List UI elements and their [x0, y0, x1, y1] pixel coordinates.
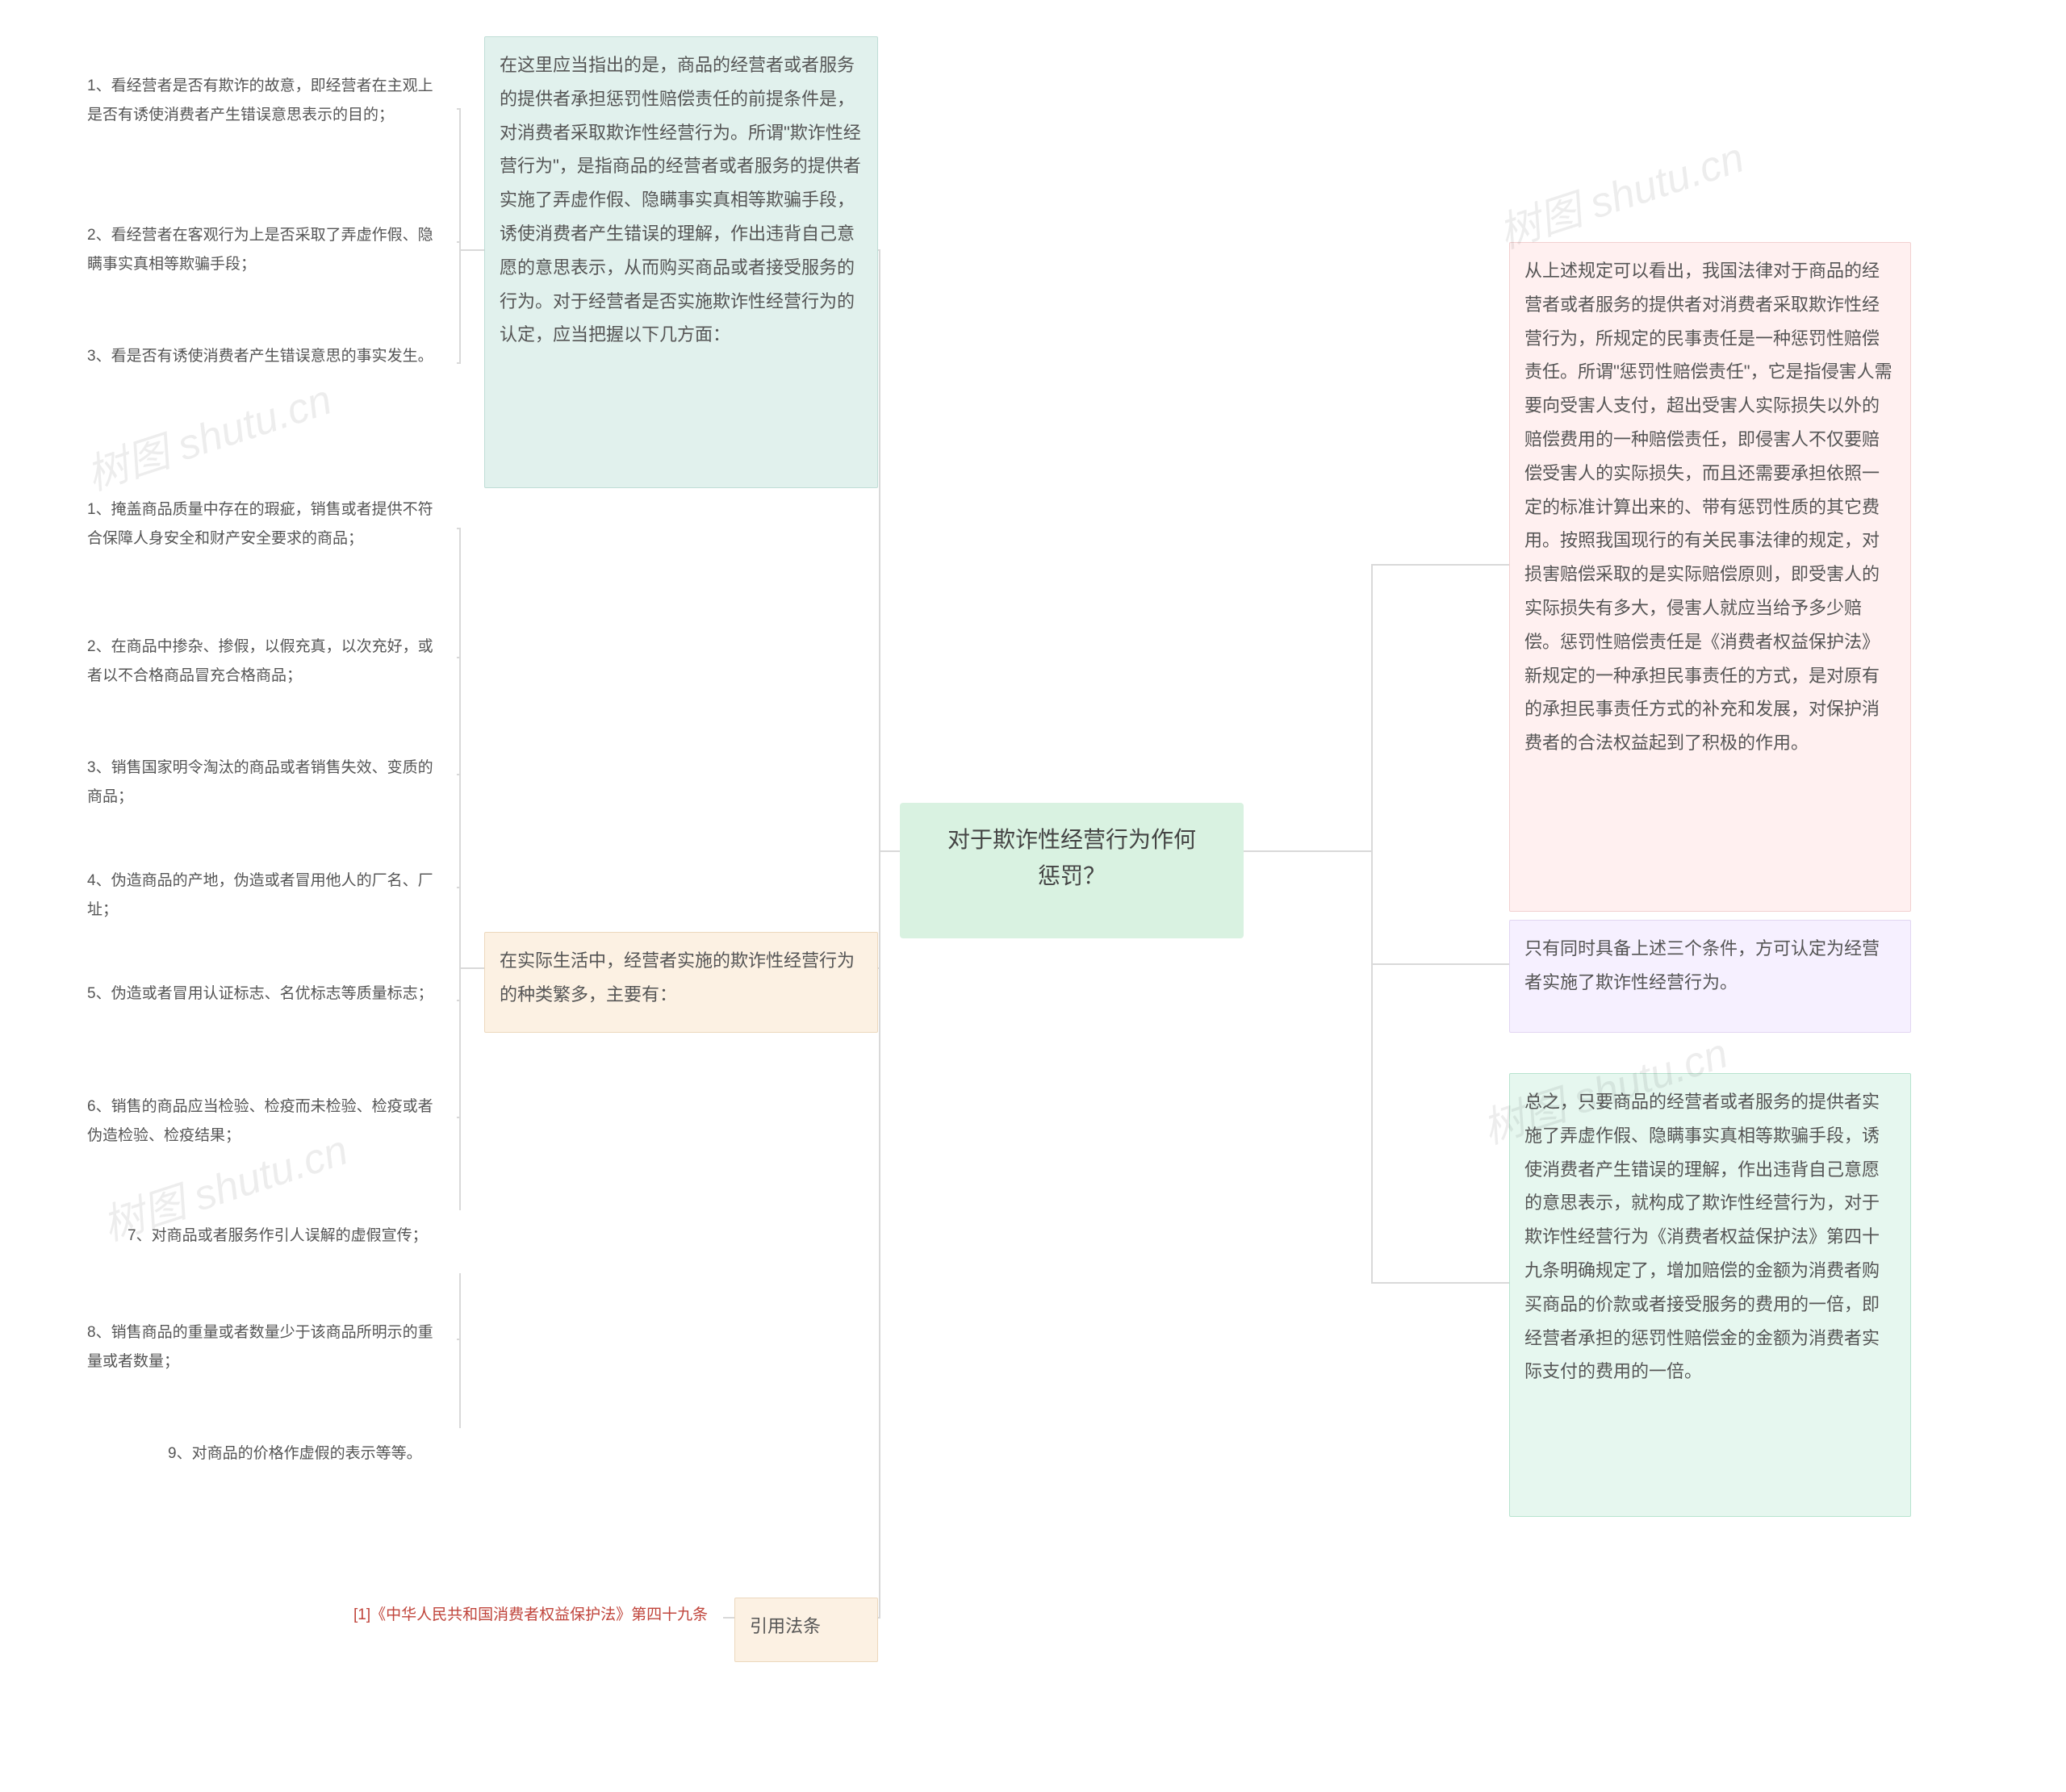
c1-1: 1、看经营者是否有欺诈的故意，即经营者在主观上是否有诱使消费者产生错误意思表示的… [73, 61, 457, 180]
c2-7: 7、对商品或者服务作引人误解的虚假宣传； [113, 1210, 465, 1273]
n-left3: 引用法条 [734, 1598, 878, 1662]
n-right2: 只有同时具备上述三个条件，方可认定为经营者实施了欺诈性经营行为。 [1509, 920, 1911, 1033]
n-left2: 在实际生活中，经营者实施的欺诈性经营行为的种类繁多，主要有： [484, 932, 878, 1033]
n-right1: 从上述规定可以看出，我国法律对于商品的经营者或者服务的提供者对消费者采取欺诈性经… [1509, 242, 1911, 912]
mindmap-canvas: 对于欺诈性经营行为作何惩罚？ 从上述规定可以看出，我国法律对于商品的经营者或者服… [0, 0, 2066, 1792]
c2-9: 9、对商品的价格作虚假的表示等等。 [153, 1428, 465, 1491]
c1-2: 2、看经营者在客观行为上是否采取了弄虚作假、隐瞒事实真相等欺骗手段； [73, 210, 457, 297]
c2-1: 1、掩盖商品质量中存在的瑕疵，销售或者提供不符合保障人身安全和财产安全要求的商品… [73, 484, 457, 595]
n-right3: 总之，只要商品的经营者或者服务的提供者实施了弄虚作假、隐瞒事实真相等欺骗手段，诱… [1509, 1073, 1911, 1517]
c1-3: 3、看是否有诱使消费者产生错误意思的事实发生。 [73, 331, 457, 418]
c3-1: [1]《中华人民共和国消费者权益保护法》第四十九条 [339, 1589, 723, 1669]
c2-4: 4、伪造商品的产地，伪造或者冒用他人的厂名、厂址； [73, 855, 457, 942]
c2-6: 6、销售的商品应当检验、检疫而未检验、检疫或者伪造检验、检疫结果； [73, 1081, 457, 1176]
c2-5: 5、伪造或者冒用认证标志、名优标志等质量标志； [73, 968, 457, 1055]
c2-8: 8、销售商品的重量或者数量少于该商品所明示的重量或者数量； [73, 1307, 457, 1394]
c2-3: 3、销售国家明令淘汰的商品或者销售失效、变质的商品； [73, 742, 457, 829]
c2-2: 2、在商品中掺杂、掺假，以假充真，以次充好，或者以不合格商品冒充合格商品； [73, 621, 457, 716]
n-left1: 在这里应当指出的是，商品的经营者或者服务的提供者承担惩罚性赔偿责任的前提条件是，… [484, 36, 878, 488]
center-node: 对于欺诈性经营行为作何惩罚？ [900, 803, 1244, 938]
watermark: 树图 shutu.cn [1490, 123, 1750, 260]
